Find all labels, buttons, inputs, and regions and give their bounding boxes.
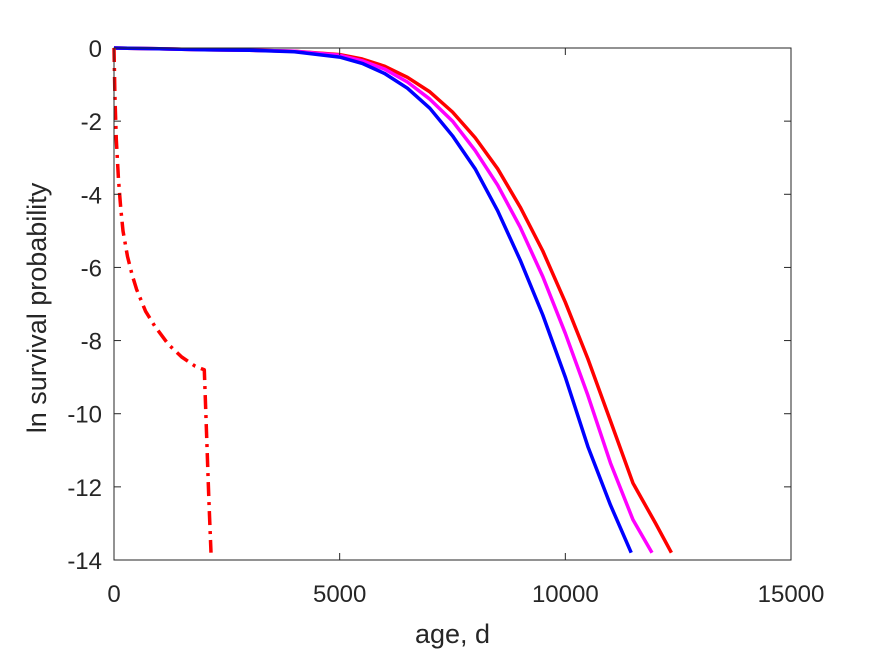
y-tick-label: -12 [67,475,102,502]
y-tick-label: -6 [81,255,102,282]
series-line-3 [113,46,633,554]
y-tick-label: 0 [89,36,102,63]
y-axis-label: ln survival probability [22,182,52,433]
plot-background [114,48,791,560]
x-tick-label: 0 [107,581,120,608]
series-line-4 [112,47,213,553]
x-tick-label: 15000 [758,581,825,608]
x-axis-label: age, d [415,619,490,649]
y-tick-label: -4 [81,182,102,209]
y-tick-label: -2 [81,109,102,136]
y-tick-label: -8 [81,329,102,356]
x-tick-label: 5000 [313,581,366,608]
y-tick-label: -14 [67,548,102,575]
ticks-layer: 0 5000 10000 15000 0 -2 -4 -6 -8 -10 -12 -14 [67,36,824,608]
plot-frame [113,47,792,561]
x-tick-label: 10000 [532,581,599,608]
series-layer [112,46,673,554]
y-tick-label: -10 [67,402,102,429]
